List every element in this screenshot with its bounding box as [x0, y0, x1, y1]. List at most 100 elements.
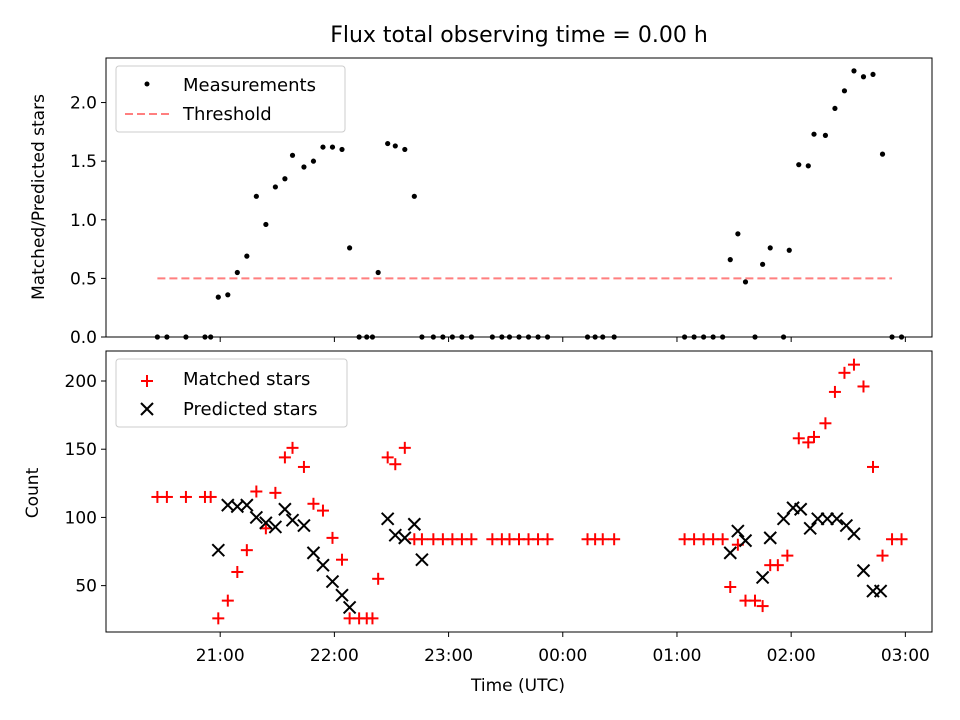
- matched-star-point: [876, 549, 889, 562]
- predicted-star-point-b: [873, 584, 888, 598]
- predicted-star-point: [811, 512, 825, 526]
- measurement-point: [796, 162, 802, 168]
- measurement-point: [272, 184, 278, 190]
- count-x-tick-label: 22:00: [310, 646, 359, 666]
- matched-star-point: [716, 533, 729, 546]
- ratio-y-tick-label: 0.0: [70, 328, 97, 348]
- matched-star-point: [250, 485, 263, 498]
- matched-star-point: [297, 460, 310, 473]
- predicted-stars-legend-marker: [140, 402, 154, 416]
- predicted-star-point: [335, 588, 349, 602]
- matched-stars-legend-label: Matched stars: [183, 369, 310, 390]
- predicted-star-point-b: [268, 520, 283, 534]
- measurement-point: [760, 261, 766, 267]
- predicted-star-point: [793, 502, 808, 516]
- x-axis-label: Time (UTC): [470, 676, 565, 696]
- predicted-star-point: [755, 570, 770, 585]
- matched-star-point: [316, 504, 329, 517]
- measurement-point: [263, 221, 269, 228]
- predicted-star-point-b: [856, 563, 871, 578]
- ratio-legend: Measurements Threshold: [115, 65, 346, 133]
- measurement-point: [870, 71, 876, 78]
- count-legend-box: [115, 358, 348, 428]
- count-x-tick-label: 01:00: [652, 646, 701, 666]
- matched-star-point: [269, 486, 282, 499]
- matched-star-point: [847, 358, 860, 371]
- matched-star-point: [259, 522, 272, 535]
- matched-star-point: [819, 417, 832, 430]
- count-x-tick-label: 03:00: [881, 646, 930, 666]
- predicted-star-point-b: [776, 512, 791, 526]
- predicted-star-point: [856, 563, 871, 578]
- count-x-tick-label: 02:00: [767, 646, 816, 666]
- matched-star-point: [781, 549, 794, 562]
- ratio-plot-frame: [105, 57, 933, 338]
- matched-stars-series: [151, 358, 908, 625]
- matched-star-point: [596, 533, 609, 546]
- predicted-star-point-b: [786, 501, 800, 515]
- measurement-point: [402, 146, 408, 153]
- count-panel: 50 100 150 200 21:00 22:00 23:00 00:00 01:00 02:…: [23, 350, 933, 696]
- matched-star-point: [895, 533, 908, 546]
- matched-star-point: [286, 441, 299, 454]
- count-y-tick-label: 100: [65, 508, 97, 528]
- measurement-point: [735, 231, 741, 237]
- measurement-point: [767, 245, 773, 251]
- predicted-star-point: [415, 552, 429, 567]
- predicted-star-point-b: [278, 502, 292, 516]
- matched-star-point: [221, 594, 234, 607]
- predicted-star-point: [240, 498, 254, 512]
- ratio-y-tick-label: 1.0: [70, 211, 97, 231]
- measurements-legend-label: Measurements: [183, 75, 316, 96]
- matched-star-point: [212, 612, 225, 625]
- count-x-ticks: 21:00 22:00 23:00 00:00 01:00 02:00 03:00: [196, 632, 930, 666]
- matched-star-point: [808, 430, 820, 443]
- predicted-star-point-b: [398, 531, 412, 545]
- measurement-point: [347, 245, 353, 251]
- matched-star-point: [278, 451, 291, 464]
- matched-star-point: [802, 436, 815, 449]
- predicted-star-point-b: [803, 521, 817, 536]
- predicted-star-point-b: [723, 546, 737, 560]
- matched-star-point: [366, 612, 379, 625]
- predicted-star-point: [847, 527, 861, 541]
- measurement-point: [805, 163, 811, 169]
- measurement-point: [310, 158, 317, 164]
- predicted-star-point: [820, 512, 835, 526]
- predicted-star-point-b: [839, 518, 854, 533]
- ratio-y-tick-label: 0.5: [70, 269, 97, 289]
- matched-star-point: [838, 366, 851, 379]
- predicted-star-point-b: [316, 558, 330, 572]
- count-x-tick-label: 21:00: [196, 646, 245, 666]
- matched-star-point: [415, 533, 428, 546]
- matched-star-point: [231, 565, 244, 578]
- predicted-star-point: [268, 520, 283, 534]
- matched-star-point: [389, 458, 402, 471]
- measurement-point: [320, 144, 326, 150]
- predicted-star-point-b: [820, 512, 835, 526]
- measurement-point: [727, 257, 733, 263]
- predicted-star-point: [803, 521, 817, 536]
- measurement-point: [811, 131, 817, 137]
- matched-star-point: [326, 531, 339, 544]
- predicted-star-point-b: [738, 533, 753, 548]
- count-y-tick-label: 50: [75, 577, 97, 597]
- predicted-star-point-b: [388, 528, 402, 542]
- predicted-star-point: [325, 574, 340, 589]
- matched-star-point: [771, 559, 784, 572]
- chart-title: Flux total observing time = 0.00 h: [330, 23, 708, 48]
- predicted-star-point: [316, 558, 330, 572]
- ratio-y-axis-label: Matched/Predicted stars: [29, 94, 49, 300]
- measurement-point: [301, 164, 307, 170]
- measurement-point: [832, 105, 838, 112]
- count-y-tick-label: 200: [65, 372, 97, 392]
- measurement-point: [329, 144, 336, 150]
- ratio-panel: 0.00.51.01.52.0 Matched/Predicted stars …: [29, 57, 933, 348]
- matched-star-point: [749, 594, 761, 607]
- predicted-star-point-b: [755, 570, 770, 585]
- predicted-stars-series: [211, 498, 888, 615]
- measurement-point: [392, 143, 398, 149]
- matched-stars-legend-marker: [141, 375, 153, 387]
- predicted-star-point-b: [415, 552, 429, 567]
- ratio-x-ticks: [219, 337, 906, 342]
